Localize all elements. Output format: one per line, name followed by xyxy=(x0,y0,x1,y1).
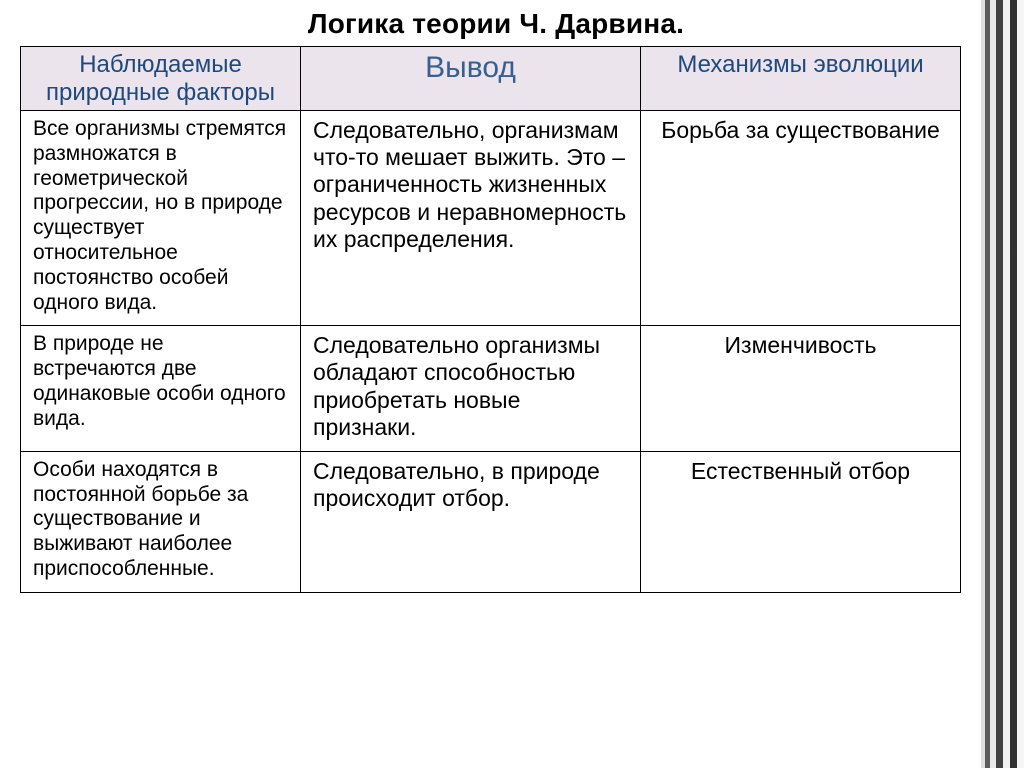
page-title: Логика теории Ч. Дарвина. xyxy=(20,8,972,40)
table-header-row: Наблюдаемые природные факторы Вывод Меха… xyxy=(21,47,961,111)
slide-edge-decoration xyxy=(980,0,1024,768)
table-row: Особи находятся в постоянной борьбе за с… xyxy=(21,451,961,592)
cell-factor: В природе не встречаются две одинаковые … xyxy=(21,326,301,452)
cell-conclusion: Следовательно, в природе происходит отбо… xyxy=(301,451,641,592)
darwin-logic-table: Наблюдаемые природные факторы Вывод Меха… xyxy=(20,46,961,593)
cell-conclusion: Следовательно, организмам что-то мешает … xyxy=(301,111,641,326)
col-header-mechanisms: Механизмы эволюции xyxy=(641,47,961,111)
table-row: В природе не встречаются две одинаковые … xyxy=(21,326,961,452)
table-row: Все организмы стремятся размножатся в ге… xyxy=(21,111,961,326)
col-header-factors: Наблюдаемые природные факторы xyxy=(21,47,301,111)
cell-factor: Особи находятся в постоянной борьбе за с… xyxy=(21,451,301,592)
cell-mechanism: Естественный отбор xyxy=(641,451,961,592)
cell-conclusion: Следовательно организмы обладают способн… xyxy=(301,326,641,452)
cell-mechanism: Изменчивость xyxy=(641,326,961,452)
cell-mechanism: Борьба за существование xyxy=(641,111,961,326)
cell-factor: Все организмы стремятся размножатся в ге… xyxy=(21,111,301,326)
col-header-conclusion: Вывод xyxy=(301,47,641,111)
